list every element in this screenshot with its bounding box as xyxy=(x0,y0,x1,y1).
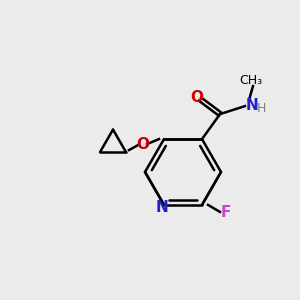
Text: H: H xyxy=(257,102,266,115)
Text: N: N xyxy=(156,200,168,215)
Text: N: N xyxy=(246,98,259,112)
Text: F: F xyxy=(221,206,231,220)
Text: CH₃: CH₃ xyxy=(239,74,262,87)
Text: O: O xyxy=(190,90,203,105)
Text: O: O xyxy=(136,136,149,152)
